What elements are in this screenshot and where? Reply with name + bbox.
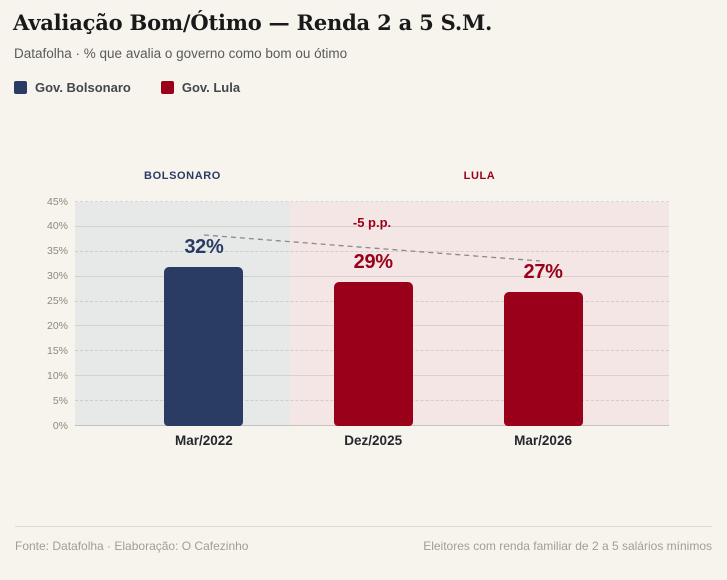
- gridline-30: [75, 275, 669, 277]
- section-label-bolsonaro: BOLSONARO: [144, 170, 221, 182]
- y-tick-label-35: 35%: [46, 245, 68, 258]
- gridline-45: [75, 201, 669, 202]
- y-tick-label-10: 10%: [46, 369, 68, 382]
- y-tick-label-40: 40%: [46, 220, 68, 233]
- legend-label-gov-bolsonaro: Gov. Bolsonaro: [35, 80, 131, 95]
- y-axis: 0% 5% 10% 15% 20% 25% 30% 35% 40% 45%: [0, 196, 68, 432]
- y-tick-label-0: 0%: [52, 419, 68, 432]
- y-tick-label-25: 25%: [46, 295, 68, 308]
- legend-item-gov-lula: Gov. Lula: [160, 80, 241, 95]
- legend-label-gov-lula: Gov. Lula: [181, 80, 241, 95]
- y-tick-label-20: 20%: [46, 319, 68, 332]
- annotation-delta: -5 p.p.: [352, 215, 392, 230]
- footer-note: Eleitores com renda familiar de 2 a 5 sa…: [423, 539, 712, 553]
- page-title: Avaliação Bom/Ótimo — Renda 2 a 5 S.M.: [13, 10, 493, 35]
- legend-item-gov-bolsonaro: Gov. Bolsonaro: [14, 80, 131, 95]
- y-tick-label-30: 30%: [46, 270, 68, 283]
- y-tick-label-5: 5%: [52, 394, 68, 407]
- gridline-35: [75, 250, 669, 252]
- legend-swatch-gov-lula: [160, 81, 174, 94]
- x-tick-label-mar-2022: Mar/2022: [174, 433, 233, 448]
- plot-area: -5 p.p. 32% 29% 27%: [75, 201, 669, 426]
- section-label-lula: LULA: [463, 170, 496, 182]
- page-subtitle: Datafolha · % que avalia o governo como …: [14, 46, 348, 61]
- footer-source: Fonte: Datafolha · Elaboração: O Cafezin…: [15, 539, 249, 553]
- bar-dez-2025: [333, 281, 413, 426]
- legend-swatch-gov-bolsonaro: [14, 81, 27, 94]
- x-tick-label-mar-2026: Mar/2026: [514, 433, 572, 448]
- bar-mar-2026: [503, 291, 583, 426]
- x-tick-label-dez-2025: Dez/2025: [344, 433, 403, 448]
- value-label-mar-2022: 32%: [184, 235, 224, 258]
- gridline-40: [75, 225, 669, 227]
- value-label-mar-2026: 27%: [523, 260, 563, 283]
- y-tick-label-45: 45%: [46, 195, 68, 208]
- x-axis: Mar/2022 Dez/2025 Mar/2026: [75, 433, 669, 453]
- legend: Gov. Bolsonaro Gov. Lula: [14, 80, 240, 95]
- bar-mar-2022: [164, 266, 244, 426]
- footer-divider: [15, 526, 712, 527]
- y-tick-label-15: 15%: [46, 344, 68, 357]
- trend-line: [203, 234, 541, 262]
- value-label-dez-2025: 29%: [353, 250, 393, 273]
